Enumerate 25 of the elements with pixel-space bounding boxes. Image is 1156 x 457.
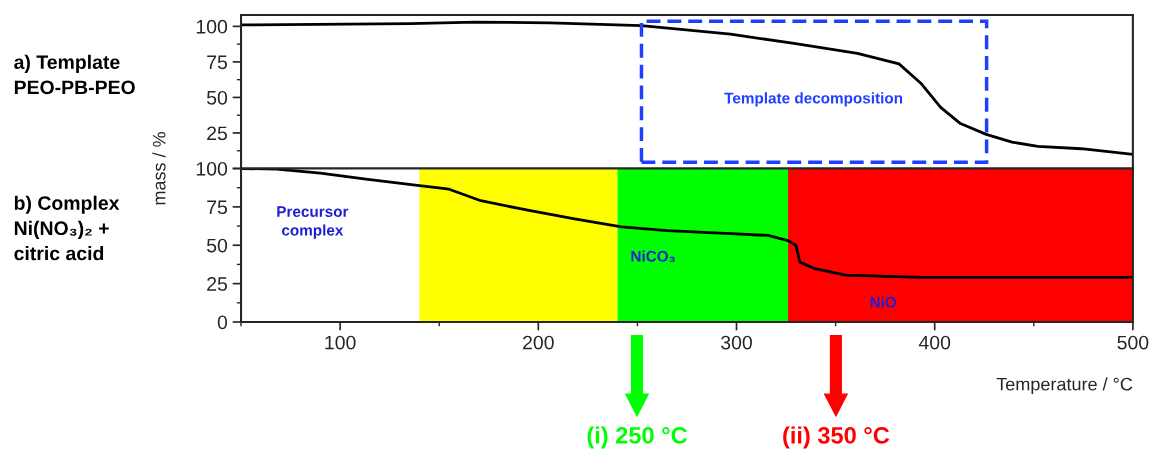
text: a) Template PEO-PB-PEO [14, 54, 135, 95]
y-axis-title: mass / % [152, 132, 166, 205]
y-tick-label: 75 [207, 55, 228, 70]
x-tick-label: 100 [325, 335, 356, 350]
y-tick-label: 25 [207, 277, 228, 291]
y-tick-label: 100 [196, 161, 228, 176]
line-series [241, 20, 1133, 156]
annotation: NiO [870, 296, 897, 308]
x-tick-label: 400 [918, 335, 951, 350]
x-axis-title: Temperature / °C [996, 377, 1133, 395]
y-tick-label: 50 [206, 90, 228, 105]
annotation: Template decomposition [724, 92, 903, 107]
annotation: Precursor complex [277, 206, 349, 239]
x-tick-label: 200 [523, 335, 554, 350]
text: (ii) 350 °C [783, 426, 890, 449]
y-tick-label: 0 [217, 315, 228, 330]
y-tick-label: 25 [207, 126, 228, 141]
annotation: NiCO₃ [631, 250, 675, 263]
y-tick-label: 100 [196, 19, 228, 34]
y-tick-label: 75 [207, 200, 228, 215]
x-tick-label: 300 [721, 335, 752, 350]
y-tick-label: 50 [206, 238, 228, 253]
text: (i) 250 °C [587, 426, 688, 449]
x-tick-label: 500 [1117, 335, 1149, 350]
text: b) Complex Ni(NO₃)₂ + citric acid [14, 195, 120, 261]
